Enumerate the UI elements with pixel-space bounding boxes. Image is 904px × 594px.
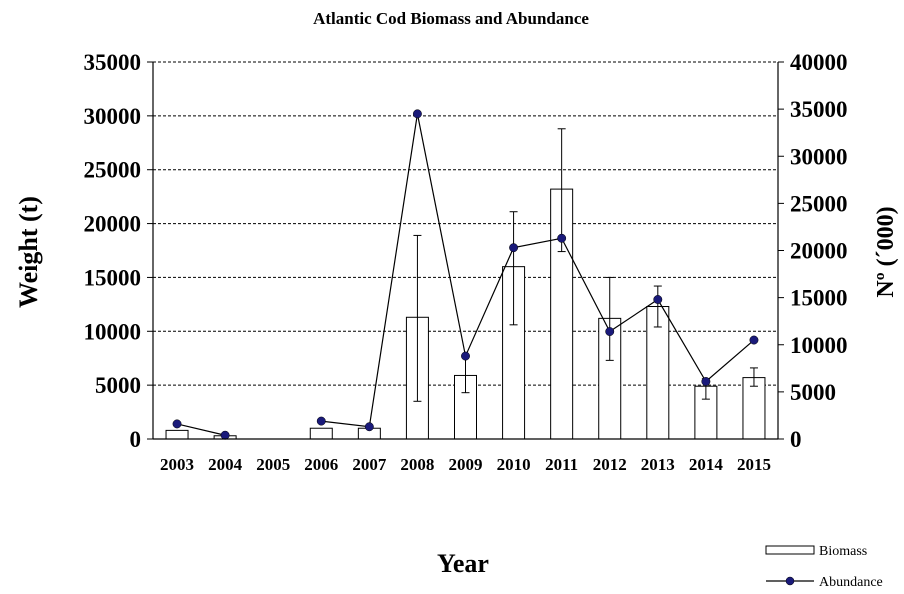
gridlines xyxy=(153,61,778,386)
error-bar xyxy=(557,128,566,253)
y2-tick-label: 25000 xyxy=(790,191,848,216)
x-tick-label: 2005 xyxy=(256,455,290,474)
x-tick-label: 2015 xyxy=(737,455,771,474)
y2-axis-label: Nº (´000) xyxy=(873,206,899,297)
error-bars xyxy=(413,128,758,402)
abundance-point xyxy=(364,422,374,432)
y-tick-label: 15000 xyxy=(84,265,142,290)
x-tick-label: 2014 xyxy=(689,455,724,474)
y2-tick-label: 10000 xyxy=(790,333,848,358)
x-tick-label: 2013 xyxy=(641,455,675,474)
y-tick-label: 5000 xyxy=(95,373,141,398)
y2-tick-label: 35000 xyxy=(790,97,848,122)
abundance-point xyxy=(316,416,326,426)
abundance-point xyxy=(557,233,567,243)
y-tick-label: 35000 xyxy=(84,50,142,75)
error-bar xyxy=(749,367,758,387)
tick-labels: 0 5000 10000 15000 20000 25000 30000 35000 0 5000… xyxy=(84,50,848,474)
y2-tick-label: 30000 xyxy=(790,144,848,169)
biomass-bar xyxy=(165,429,189,440)
abundance-point xyxy=(461,351,470,361)
abundance-point xyxy=(412,109,422,119)
y-axis-label: Weight (t) xyxy=(14,196,43,308)
y-tick-label: 0 xyxy=(130,427,142,452)
error-bar xyxy=(605,276,614,361)
legend: Biomass Abundance xyxy=(765,544,883,590)
error-bar xyxy=(509,211,518,326)
x-tick-label: 2009 xyxy=(449,455,483,474)
x-tick-label: 2006 xyxy=(304,455,338,474)
legend-biomass-swatch xyxy=(765,545,815,555)
y2-tick-label: 40000 xyxy=(790,50,848,75)
abundance-line-segment xyxy=(176,423,226,436)
y2-tick-label: 5000 xyxy=(790,380,836,405)
legend-abundance-label: Abundance xyxy=(819,575,883,590)
x-tick-label: 2004 xyxy=(208,455,243,474)
abundance-point xyxy=(220,430,230,440)
abundance-point xyxy=(605,327,615,337)
biomass-bar xyxy=(742,377,766,440)
x-tick-label: 2012 xyxy=(593,455,627,474)
y-tick-label: 25000 xyxy=(84,158,142,183)
abundance-line xyxy=(172,109,759,440)
biomass-bar xyxy=(309,427,333,440)
abundance-line-segment xyxy=(321,113,755,428)
chart-title: Atlantic Cod Biomass and Abundance xyxy=(313,9,589,28)
abundance-point xyxy=(653,295,663,304)
legend-biomass-label: Biomass xyxy=(819,544,867,559)
y2-tick-label: 15000 xyxy=(790,286,848,311)
axes xyxy=(147,61,784,440)
y-tick-label: 30000 xyxy=(84,104,142,129)
x-axis-label: Year xyxy=(437,549,489,578)
y-tick-label: 20000 xyxy=(84,212,142,237)
error-bar xyxy=(413,234,422,402)
x-tick-label: 2008 xyxy=(400,455,434,474)
abundance-point xyxy=(749,335,759,345)
biomass-bars xyxy=(165,188,766,440)
abundance-point xyxy=(172,419,182,429)
y2-tick-label: 20000 xyxy=(790,239,848,264)
x-tick-label: 2003 xyxy=(160,455,194,474)
x-tick-label: 2010 xyxy=(497,455,531,474)
abundance-point xyxy=(509,243,519,253)
abundance-point xyxy=(701,377,711,386)
y-tick-label: 10000 xyxy=(84,319,142,344)
y2-tick-label: 0 xyxy=(790,427,802,452)
legend-abundance-marker xyxy=(785,576,795,586)
x-tick-label: 2011 xyxy=(545,455,578,474)
x-tick-label: 2007 xyxy=(352,455,387,474)
error-bar xyxy=(653,285,662,328)
